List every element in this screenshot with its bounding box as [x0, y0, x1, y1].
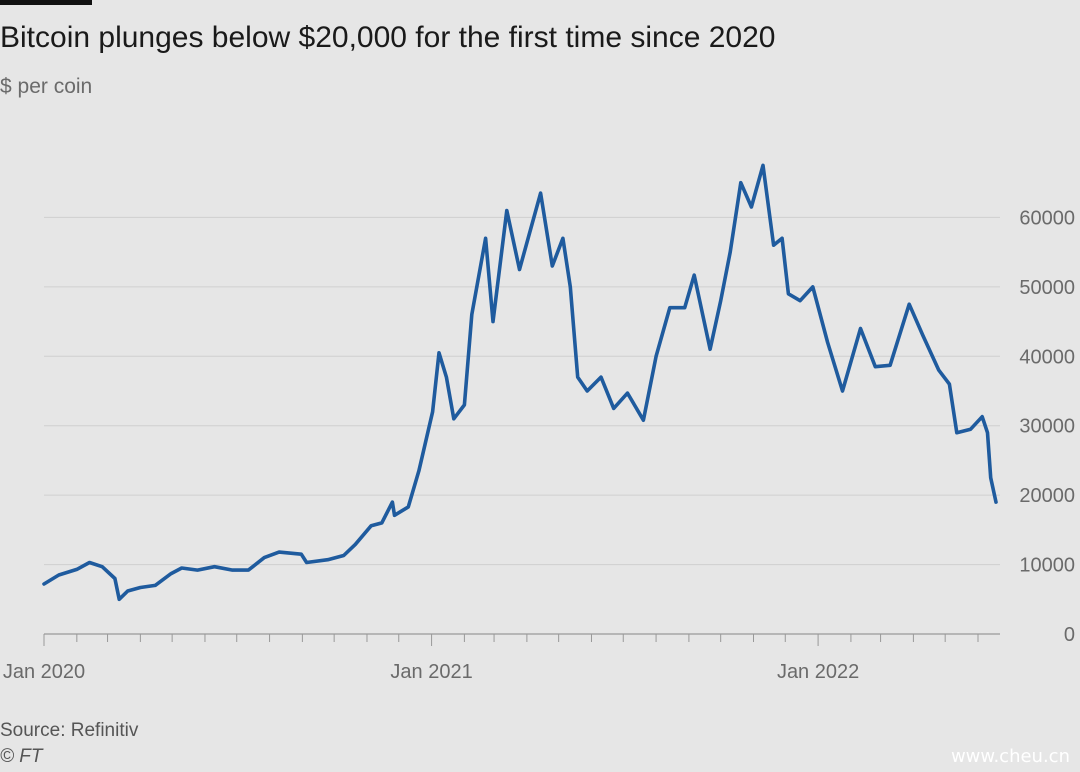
watermark: www.cheu.cn [950, 746, 1070, 767]
series-line-bitcoin [42, 163, 998, 602]
gridlines [44, 216, 1000, 566]
y-tick-label: 60000 [1019, 207, 1075, 229]
y-tick-label: 40000 [1019, 346, 1075, 368]
source-note: Source: Refinitiv [0, 720, 139, 741]
x-tick-label: Jan 2020 [3, 661, 85, 683]
y-tick-label: 10000 [1019, 555, 1075, 577]
title-accent-bar [0, 0, 92, 5]
x-axis: Jan 2020 Jan 2021 Jan 2022 [3, 633, 1000, 683]
y-tick-label: 30000 [1019, 416, 1075, 438]
x-tick-label: Jan 2021 [390, 661, 472, 683]
y-tick-label: 0 [1064, 624, 1075, 646]
y-tick-label: 20000 [1019, 485, 1075, 507]
chart-title: Bitcoin plunges below $20,000 for the fi… [0, 21, 776, 54]
copyright-note: © FT [0, 746, 43, 767]
x-tick-label: Jan 2022 [777, 661, 859, 683]
y-axis: 0 10000 20000 30000 40000 50000 60000 [1019, 207, 1075, 646]
y-tick-label: 50000 [1019, 277, 1075, 299]
series-group [42, 163, 998, 602]
chart-subtitle: $ per coin [0, 75, 93, 98]
